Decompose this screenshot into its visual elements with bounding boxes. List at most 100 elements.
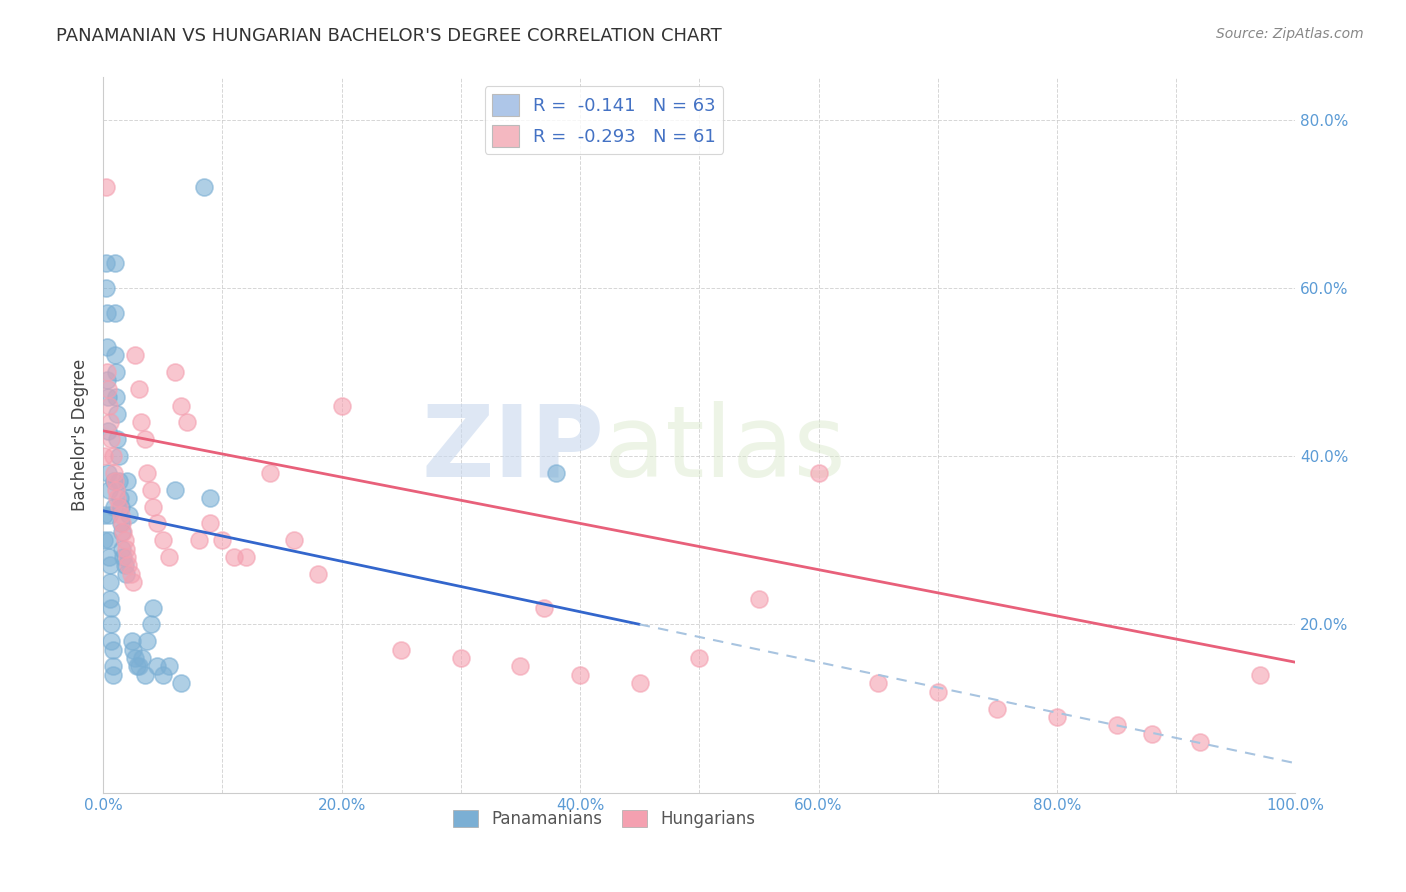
Point xyxy=(117,491,139,505)
Point xyxy=(98,533,121,548)
Point xyxy=(128,659,150,673)
Point xyxy=(868,676,890,690)
Point xyxy=(98,416,121,430)
Point xyxy=(107,500,129,514)
Point xyxy=(134,432,156,446)
Point xyxy=(142,600,165,615)
Point xyxy=(115,550,138,565)
Point xyxy=(111,516,134,531)
Point xyxy=(100,617,122,632)
Point xyxy=(1046,710,1069,724)
Point xyxy=(101,668,124,682)
Point xyxy=(330,399,353,413)
Point xyxy=(98,399,121,413)
Point xyxy=(176,416,198,430)
Point xyxy=(157,550,180,565)
Point xyxy=(110,508,132,522)
Point xyxy=(101,642,124,657)
Point xyxy=(96,373,118,387)
Point xyxy=(193,179,215,194)
Point xyxy=(96,365,118,379)
Point xyxy=(104,306,127,320)
Point xyxy=(110,516,132,531)
Point xyxy=(114,541,136,556)
Point xyxy=(169,399,191,413)
Point xyxy=(100,634,122,648)
Point xyxy=(283,533,305,548)
Text: Source: ZipAtlas.com: Source: ZipAtlas.com xyxy=(1216,27,1364,41)
Point xyxy=(927,684,949,698)
Point xyxy=(169,676,191,690)
Point xyxy=(97,390,120,404)
Point xyxy=(110,500,132,514)
Point xyxy=(94,179,117,194)
Point xyxy=(152,533,174,548)
Y-axis label: Bachelor's Degree: Bachelor's Degree xyxy=(72,359,89,511)
Point xyxy=(688,651,710,665)
Point xyxy=(139,617,162,632)
Text: atlas: atlas xyxy=(605,401,845,498)
Point xyxy=(103,475,125,489)
Point xyxy=(748,592,770,607)
Point xyxy=(93,508,115,522)
Point xyxy=(114,566,136,581)
Point xyxy=(187,533,209,548)
Point xyxy=(128,382,150,396)
Point xyxy=(120,566,142,581)
Point xyxy=(98,508,121,522)
Point xyxy=(131,651,153,665)
Point xyxy=(103,466,125,480)
Point xyxy=(94,255,117,269)
Point xyxy=(450,651,472,665)
Point xyxy=(100,600,122,615)
Point xyxy=(117,558,139,573)
Point xyxy=(105,390,128,404)
Point xyxy=(100,432,122,446)
Text: ZIP: ZIP xyxy=(420,401,605,498)
Point xyxy=(200,516,222,531)
Point xyxy=(96,340,118,354)
Point xyxy=(163,365,186,379)
Point xyxy=(807,466,830,480)
Point xyxy=(104,348,127,362)
Point xyxy=(105,483,128,497)
Point xyxy=(107,475,129,489)
Point xyxy=(211,533,233,548)
Point xyxy=(97,424,120,438)
Point xyxy=(98,592,121,607)
Point xyxy=(307,566,329,581)
Text: PANAMANIAN VS HUNGARIAN BACHELOR'S DEGREE CORRELATION CHART: PANAMANIAN VS HUNGARIAN BACHELOR'S DEGRE… xyxy=(56,27,723,45)
Point xyxy=(114,558,136,573)
Point xyxy=(157,659,180,673)
Point xyxy=(1105,718,1128,732)
Point xyxy=(105,365,128,379)
Point xyxy=(114,533,136,548)
Point xyxy=(111,541,134,556)
Point xyxy=(136,466,159,480)
Point xyxy=(111,524,134,539)
Point xyxy=(104,475,127,489)
Point xyxy=(136,634,159,648)
Point xyxy=(94,281,117,295)
Point xyxy=(569,668,592,682)
Point xyxy=(107,432,129,446)
Point xyxy=(628,676,651,690)
Point xyxy=(98,483,121,497)
Point xyxy=(152,668,174,682)
Point xyxy=(1142,727,1164,741)
Point xyxy=(146,659,169,673)
Point xyxy=(986,701,1008,715)
Point xyxy=(124,348,146,362)
Point xyxy=(200,491,222,505)
Point xyxy=(122,642,145,657)
Point xyxy=(546,466,568,480)
Point xyxy=(163,483,186,497)
Point xyxy=(104,255,127,269)
Point xyxy=(146,516,169,531)
Point xyxy=(101,659,124,673)
Point xyxy=(142,500,165,514)
Point xyxy=(98,558,121,573)
Point xyxy=(509,659,531,673)
Point xyxy=(98,550,121,565)
Point xyxy=(389,642,412,657)
